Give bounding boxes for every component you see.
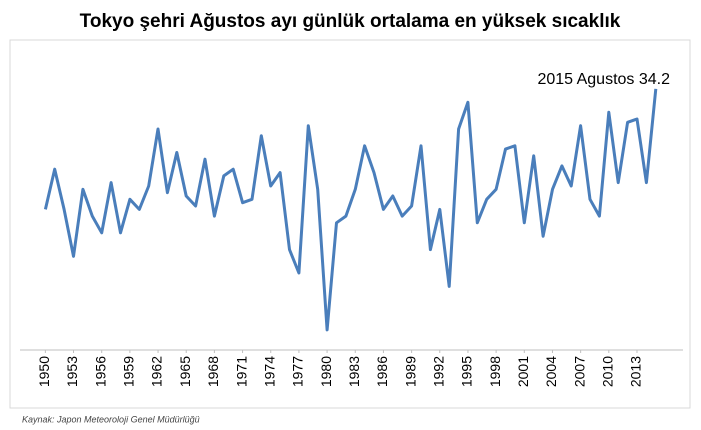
x-tick-label: 1971 — [233, 356, 249, 387]
data-line — [43, 88, 658, 332]
x-tick-label: 1995 — [459, 356, 475, 387]
x-tick-label: 1950 — [36, 356, 52, 387]
x-tick-label: 1962 — [149, 356, 165, 387]
x-tick-label: 2001 — [515, 356, 531, 387]
annotation: 2015 Agustos 34.2 — [537, 71, 670, 88]
chart-title: Tokyo şehri Ağustos ayı günlük ortalama … — [80, 11, 621, 32]
x-tick-label: 1974 — [261, 356, 277, 387]
x-tick-label: 2007 — [571, 356, 587, 387]
x-tick-label: 1992 — [430, 356, 446, 387]
x-tick-label: 2004 — [543, 356, 559, 387]
x-tick-label: 1977 — [290, 356, 306, 387]
x-tick-label: 2013 — [628, 356, 644, 387]
x-tick-label: 1980 — [318, 356, 334, 387]
x-tick-label: 2010 — [600, 356, 616, 387]
x-tick-label: 1953 — [64, 356, 80, 387]
x-tick-label: 1986 — [374, 356, 390, 387]
source-note: Kaynak: Japon Meteoroloji Genel Müdürlüğ… — [22, 414, 200, 424]
x-tick-label: 1998 — [487, 356, 503, 387]
x-tick-label: 1965 — [177, 356, 193, 387]
x-tick-label: 1956 — [92, 356, 108, 387]
x-tick-label: 1959 — [121, 356, 137, 387]
x-tick-label: 1989 — [402, 356, 418, 387]
x-tick-label: 1983 — [346, 356, 362, 387]
x-tick-label: 1968 — [205, 356, 221, 387]
plot-frame — [9, 39, 691, 409]
